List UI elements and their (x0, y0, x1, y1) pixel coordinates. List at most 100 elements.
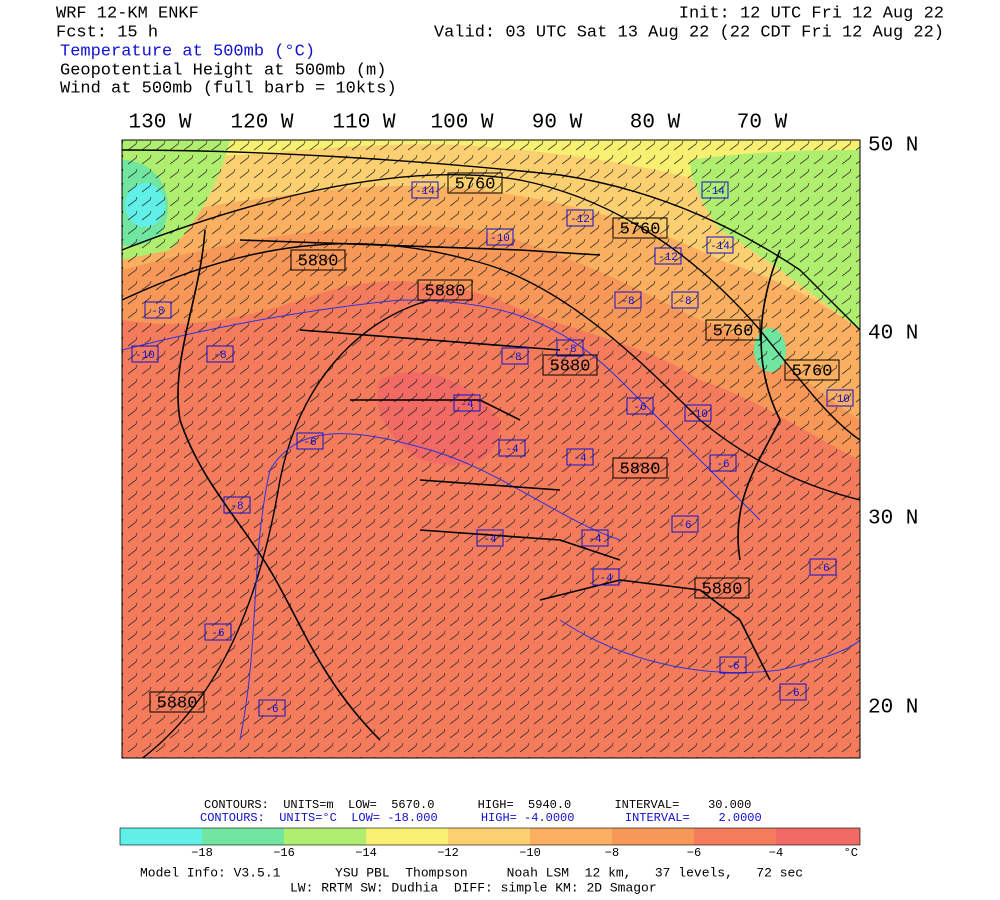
temp-label: -14 (415, 186, 435, 198)
temp-label-box (654, 247, 682, 265)
temp-label-box (709, 454, 737, 472)
temp-label-box (809, 558, 837, 576)
colorbar (119, 827, 861, 846)
temp-label-box (476, 529, 504, 547)
temp-label: -8 (508, 352, 521, 364)
temp-label-box (566, 448, 594, 466)
latitude-label: 30 N (868, 508, 918, 531)
temp-label: -4 (505, 444, 519, 456)
temp-label-box (498, 439, 526, 457)
temp-label: -10 (135, 350, 155, 362)
height-label-box (290, 249, 346, 271)
colorbar-tick-label: −10 (519, 846, 541, 860)
temp-label-box (671, 515, 699, 533)
temp-label-box (258, 699, 286, 717)
temp-label-box (719, 656, 747, 674)
colorbar-tick-label: −4 (769, 846, 783, 860)
temp-label-box (411, 181, 439, 199)
temp-label: -6 (211, 628, 224, 640)
height-label: 5880 (550, 357, 591, 376)
temp-label: -14 (705, 186, 725, 198)
temp-label: -6 (726, 661, 739, 673)
height-label-box (447, 172, 503, 194)
temp-label: -6 (678, 520, 691, 532)
temp-label-box (486, 228, 514, 246)
temp-label: -8 (621, 296, 634, 308)
colorbar-tick-label: −8 (605, 846, 619, 860)
temp-label-box (614, 291, 642, 309)
temp-label: -4 (599, 573, 613, 585)
height-label: 5760 (455, 175, 496, 194)
height-label-box (705, 319, 761, 341)
longitude-label: 130 W (128, 112, 191, 135)
temp-label-box (566, 209, 594, 227)
colorbar-tick-label: −12 (437, 846, 459, 860)
latitude-label: 50 N (868, 135, 918, 158)
temp-label-box (592, 568, 620, 586)
temp-label: -6 (265, 704, 278, 716)
temp-label-box (581, 529, 609, 547)
temp-label-box (556, 339, 584, 357)
field: Wind at 500mb (full barb = 10kts) (60, 79, 397, 98)
temp-label-box (206, 345, 234, 363)
longitude-label: 80 W (630, 112, 681, 135)
height-label: 5880 (425, 282, 466, 301)
colorbar-tick-label: −14 (355, 846, 377, 860)
temp-contours: CONTOURS: UNITS=°C LOW= -18.000 HIGH= -4… (200, 811, 762, 825)
longitude-label: 100 W (430, 112, 493, 135)
longitude-label: 120 W (230, 112, 293, 135)
height-label: 5880 (157, 694, 198, 713)
physics: LW: RRTM SW: Dudhia DIFF: simple KM: 2D … (290, 880, 657, 895)
latitude-label: 40 N (868, 323, 918, 346)
temp-label: -8 (563, 344, 576, 356)
height-label: 5760 (620, 220, 661, 239)
temp-label-box (131, 345, 159, 363)
longitude-label: 110 W (332, 112, 395, 135)
model-info: Model Info: V3.5.1 YSU PBL Thompson Noah… (140, 865, 803, 880)
temp-label-box (671, 291, 699, 309)
temp-label-box (684, 404, 712, 422)
temp-label: -4 (460, 399, 474, 411)
colorbar-tick-label: −18 (191, 846, 213, 860)
init: Init: 12 UTC Fri 12 Aug 22 (679, 4, 944, 23)
height-label-box (149, 691, 205, 713)
temp-label: -10 (688, 409, 708, 421)
height-label: 5880 (620, 460, 661, 479)
height-label-box (612, 217, 668, 239)
temp-label-box (204, 623, 232, 641)
temp-label: -12 (658, 252, 678, 264)
map-field (122, 140, 860, 758)
colorbar-unit: °C (844, 846, 858, 860)
temp-label-box (501, 347, 529, 365)
temp-label: -4 (588, 534, 602, 546)
temp-label: -6 (786, 688, 799, 700)
temp-label: -8 (213, 350, 226, 362)
height-label-box (694, 577, 750, 599)
temp-label: -12 (570, 214, 590, 226)
temp-label-box (701, 181, 729, 199)
height-contours: CONTOURS: UNITS=m LOW= 5670.0 HIGH= 5940… (204, 798, 751, 812)
temp-label: -10 (830, 394, 850, 406)
model: WRF 12-KM ENKF (56, 4, 199, 23)
temp-label: -8 (230, 501, 243, 513)
temp-label: -6 (816, 563, 829, 575)
colorbar-tick-label: −6 (687, 846, 701, 860)
temp-label: -10 (490, 233, 510, 245)
height-label: 5760 (792, 362, 833, 381)
temp-label-box (223, 496, 251, 514)
temp-label-box (296, 432, 324, 450)
height-label-box (417, 279, 473, 301)
field: Temperature at 500mb (°C) (60, 42, 315, 61)
valid: Valid: 03 UTC Sat 13 Aug 22 (22 CDT Fri … (434, 23, 944, 42)
height-label: 5760 (713, 322, 754, 341)
temp-label-box (706, 236, 734, 254)
colorbar-tick-label: −16 (273, 846, 295, 860)
temp-label-box (453, 394, 481, 412)
temp-label: -8 (151, 306, 164, 318)
map-frame (121, 139, 861, 759)
height-label: 5880 (702, 580, 743, 599)
fcst: Fcst: 15 h (56, 23, 158, 42)
temp-label-box (779, 683, 807, 701)
